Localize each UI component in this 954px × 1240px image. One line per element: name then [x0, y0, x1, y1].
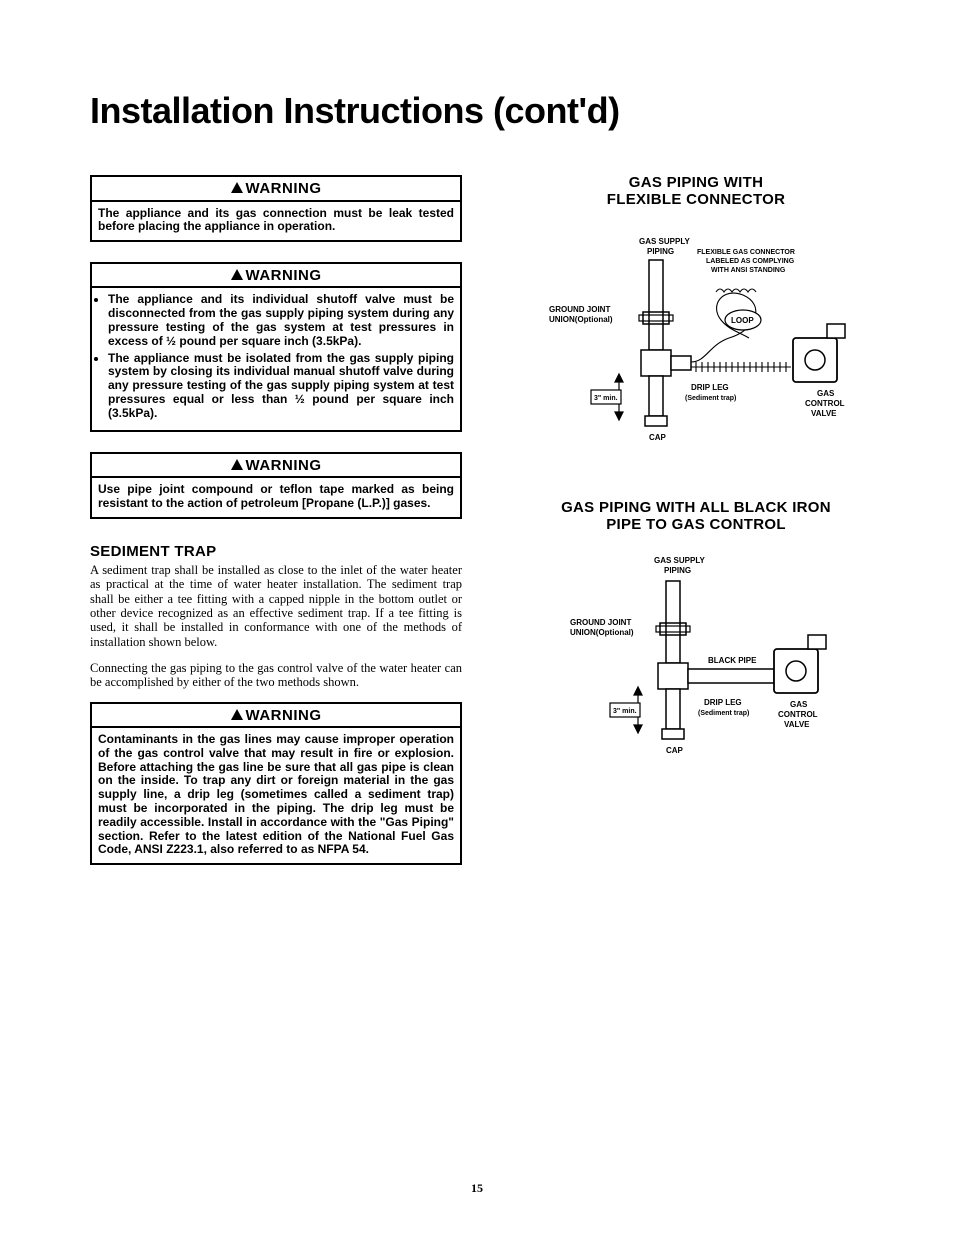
diagram-title-line: PIPE TO GAS CONTROL: [606, 516, 786, 533]
warning-head-text: WARNING: [246, 267, 322, 284]
svg-text:LABELED AS COMPLYING: LABELED AS COMPLYING: [706, 258, 795, 265]
diagram-flexible-connector: GAS SUPPLY PIPING FLEXIBLE GAS CONNECTOR…: [531, 220, 861, 470]
svg-text:CAP: CAP: [649, 433, 667, 442]
warning-heading: WARNING: [92, 264, 460, 288]
warning-heading: WARNING: [92, 704, 460, 728]
svg-text:GAS SUPPLY: GAS SUPPLY: [639, 237, 690, 246]
warning-icon: [231, 269, 243, 280]
svg-text:PIPING: PIPING: [647, 247, 674, 256]
warning-body-3: Use pipe joint compound or teflon tape m…: [92, 478, 460, 517]
diagram-black-iron: GAS SUPPLY PIPING GROUND JOINT UNION(Opt…: [546, 545, 846, 775]
svg-text:VALVE: VALVE: [784, 720, 810, 729]
page-number: 15: [0, 1182, 954, 1196]
diagram-2-title: GAS PIPING WITH ALL BLACK IRON PIPE TO G…: [510, 500, 882, 533]
warning-icon: [231, 709, 243, 720]
warning-box-1: WARNING The appliance and its gas connec…: [90, 175, 462, 242]
sediment-trap-heading: SEDIMENT TRAP: [90, 543, 462, 560]
svg-text:DRIP LEG: DRIP LEG: [691, 383, 729, 392]
warning-icon: [231, 182, 243, 193]
svg-text:BLACK PIPE: BLACK PIPE: [708, 656, 757, 665]
left-column: WARNING The appliance and its gas connec…: [90, 175, 462, 885]
right-column: GAS PIPING WITH FLEXIBLE CONNECTOR: [510, 175, 882, 805]
sediment-trap-para-2: Connecting the gas piping to the gas con…: [90, 661, 462, 690]
svg-text:GROUND JOINT: GROUND JOINT: [570, 618, 631, 627]
warning-item: The appliance must be isolated from the …: [108, 352, 454, 421]
svg-text:GAS: GAS: [790, 700, 808, 709]
svg-text:CAP: CAP: [666, 746, 684, 755]
warning-box-4: WARNING Contaminants in the gas lines ma…: [90, 702, 462, 865]
warning-box-2: WARNING The appliance and its individual…: [90, 262, 462, 431]
svg-text:FLEXIBLE GAS CONNECTOR: FLEXIBLE GAS CONNECTOR: [697, 249, 795, 256]
svg-text:PIPING: PIPING: [664, 566, 691, 575]
svg-text:LOOP: LOOP: [731, 316, 754, 325]
page-title: Installation Instructions (cont'd): [90, 90, 882, 131]
svg-text:GAS: GAS: [817, 389, 835, 398]
warning-body-1: The appliance and its gas connection mus…: [92, 202, 460, 241]
warning-icon: [231, 459, 243, 470]
svg-text:VALVE: VALVE: [811, 409, 837, 418]
svg-text:CONTROL: CONTROL: [805, 399, 845, 408]
diagram-title-line: GAS PIPING WITH ALL BLACK IRON: [561, 499, 831, 516]
diagram-title-line: FLEXIBLE CONNECTOR: [607, 191, 785, 208]
svg-text:GROUND JOINT: GROUND JOINT: [549, 305, 610, 314]
warning-head-text: WARNING: [246, 707, 322, 724]
warning-heading: WARNING: [92, 177, 460, 201]
diagram-1-title: GAS PIPING WITH FLEXIBLE CONNECTOR: [510, 175, 882, 208]
warning-heading: WARNING: [92, 454, 460, 478]
svg-text:(Sediment trap): (Sediment trap): [698, 710, 749, 717]
warning-body-2: The appliance and its individual shutoff…: [92, 288, 460, 429]
warning-box-3: WARNING Use pipe joint compound or teflo…: [90, 452, 462, 519]
svg-text:WITH ANSI STANDING: WITH ANSI STANDING: [711, 267, 786, 274]
svg-text:CONTROL: CONTROL: [778, 710, 818, 719]
diagram-title-line: GAS PIPING WITH: [629, 174, 764, 191]
svg-text:3" min.: 3" min.: [594, 395, 618, 402]
warning-head-text: WARNING: [246, 180, 322, 197]
svg-text:3" min.: 3" min.: [613, 708, 637, 715]
svg-text:UNION(Optional): UNION(Optional): [570, 628, 634, 637]
svg-text:GAS SUPPLY: GAS SUPPLY: [654, 556, 705, 565]
warning-item: The appliance and its individual shutoff…: [108, 293, 454, 348]
warning-body-4: Contaminants in the gas lines may cause …: [92, 728, 460, 863]
svg-text:(Sediment trap): (Sediment trap): [685, 395, 736, 402]
svg-text:UNION(Optional): UNION(Optional): [549, 315, 613, 324]
sediment-trap-para-1: A sediment trap shall be installed as cl…: [90, 563, 462, 649]
warning-head-text: WARNING: [246, 457, 322, 474]
svg-text:DRIP LEG: DRIP LEG: [704, 698, 742, 707]
